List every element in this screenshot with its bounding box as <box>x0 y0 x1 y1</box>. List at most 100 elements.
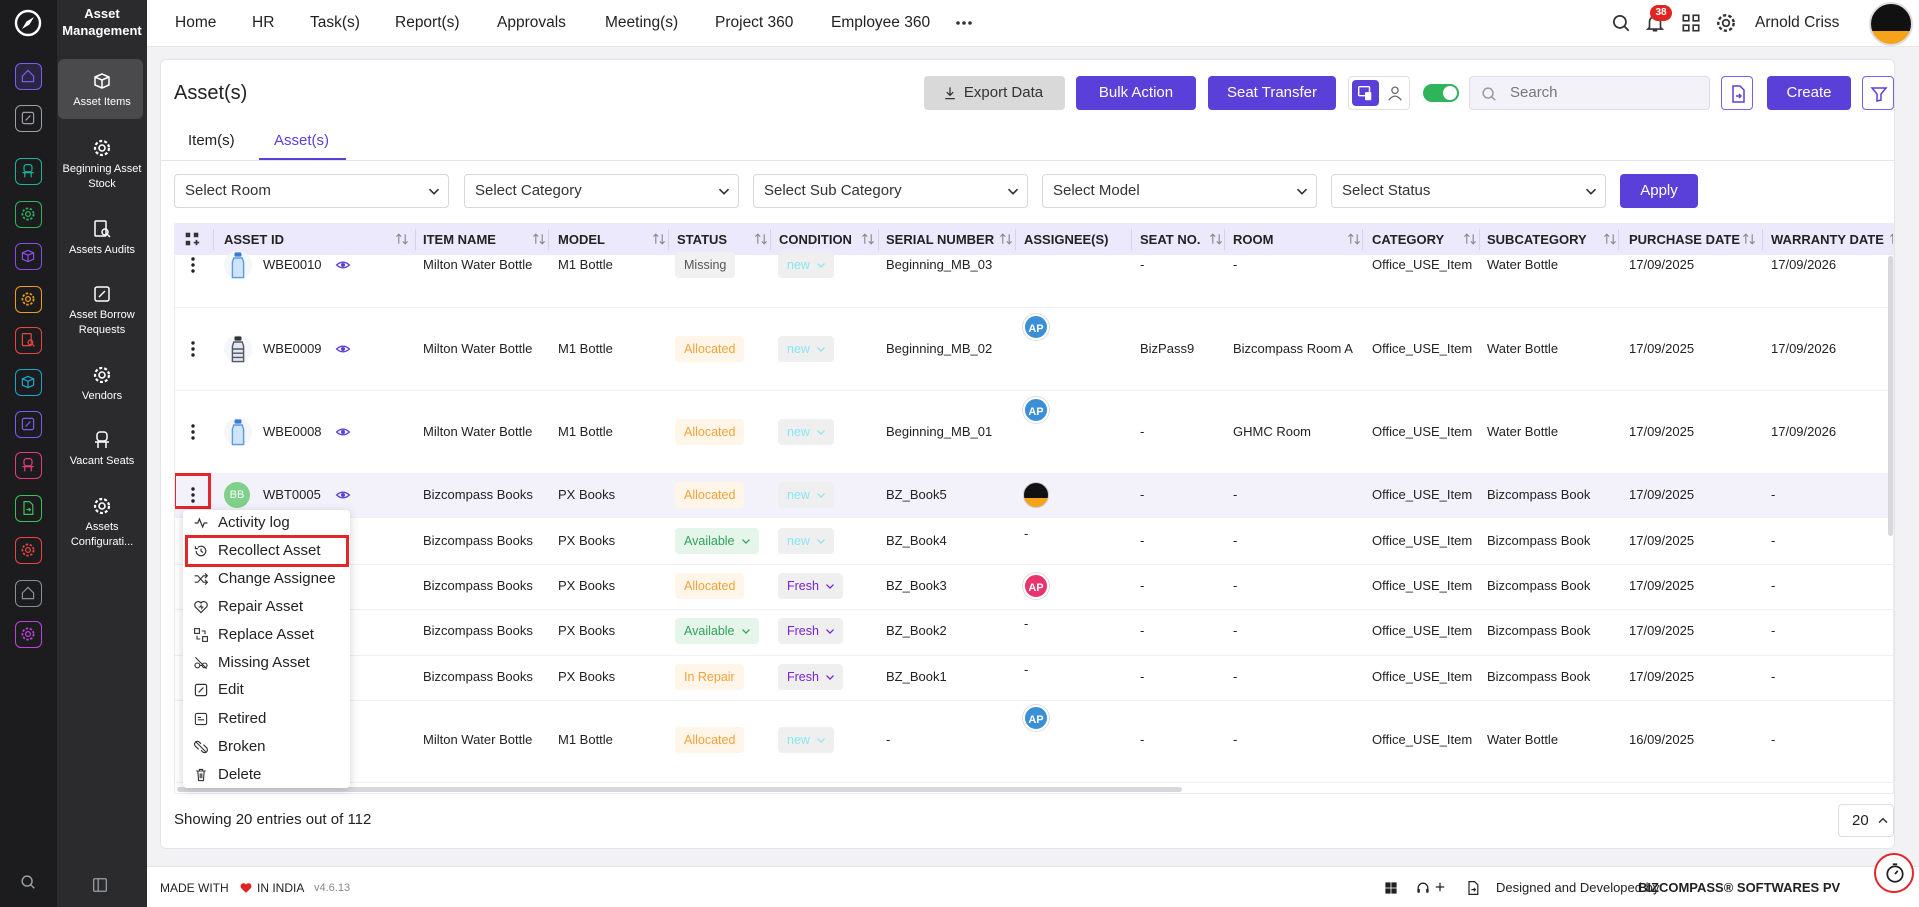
icon-shape <box>1585 188 1597 195</box>
menu-item[interactable]: Replace Asset <box>218 626 314 643</box>
module-icon[interactable] <box>15 63 42 90</box>
column-header[interactable]: STATUS <box>677 232 728 247</box>
filter-button[interactable] <box>1862 76 1894 110</box>
tab[interactable]: Asset(s) <box>274 132 330 149</box>
module-icon[interactable] <box>15 105 42 132</box>
badge[interactable]: Available <box>675 618 759 644</box>
seat-transfer-button[interactable]: Seat Transfer <box>1208 76 1336 110</box>
module-icon[interactable] <box>15 369 42 396</box>
icon-shape <box>396 233 408 245</box>
module-icon[interactable] <box>15 580 42 607</box>
icon-shape <box>93 139 111 157</box>
module-icon[interactable] <box>15 537 42 564</box>
column-header[interactable]: ROOM <box>1233 232 1274 247</box>
icon-shape <box>335 428 351 436</box>
nav-link[interactable]: Report(s) <box>395 14 460 31</box>
filter-select[interactable]: Select Room <box>174 174 449 208</box>
module-icon[interactable] <box>15 495 42 522</box>
module-icon[interactable] <box>15 411 42 438</box>
filter-select[interactable]: Select Category <box>464 174 739 208</box>
menu-item[interactable]: Broken <box>218 738 266 755</box>
module-icon[interactable] <box>15 286 42 313</box>
filter-select[interactable]: Select Model <box>1042 174 1317 208</box>
module-icon[interactable] <box>15 327 42 354</box>
filter-select[interactable]: Select Status <box>1331 174 1606 208</box>
export-button[interactable]: Export Data <box>924 76 1065 110</box>
icon-shape <box>194 683 208 697</box>
sidebar-item[interactable]: Vendors <box>81 390 123 402</box>
menu-item[interactable]: Edit <box>218 681 244 698</box>
nav-link[interactable]: Task(s) <box>310 14 360 31</box>
module-icon[interactable] <box>15 201 42 228</box>
column-header[interactable]: MODEL <box>558 232 605 247</box>
column-header[interactable]: SERIAL NUMBER <box>886 232 995 247</box>
switch[interactable] <box>1423 84 1459 102</box>
nav-link[interactable]: Home <box>175 14 217 31</box>
badge[interactable]: new <box>778 419 834 445</box>
menu-item[interactable]: Recollect Asset <box>218 542 321 559</box>
column-header[interactable]: PURCHASE DATE <box>1629 232 1740 247</box>
page-size-select[interactable]: 20 <box>1838 804 1894 837</box>
sidebar-item[interactable]: Asset Borrow Requests <box>69 309 135 336</box>
column-header[interactable]: ASSET ID <box>224 232 284 247</box>
apply-button[interactable]: Apply <box>1620 174 1698 208</box>
nav-link[interactable]: Project 360 <box>715 14 794 31</box>
create-button[interactable]: Create <box>1767 76 1851 110</box>
column-header[interactable]: CATEGORY <box>1372 232 1445 247</box>
badge[interactable]: new <box>778 252 834 278</box>
nav-link[interactable]: Approvals <box>497 14 566 31</box>
column-header[interactable]: CONDITION <box>779 232 852 247</box>
module-icon[interactable] <box>15 243 42 270</box>
search-box[interactable]: Search <box>1469 76 1710 110</box>
menu-item[interactable]: Change Assignee <box>218 570 336 587</box>
bulk-action-button[interactable]: Bulk Action <box>1076 76 1196 110</box>
badge[interactable]: Available <box>675 528 759 554</box>
user-name[interactable]: Arnold Criss <box>1755 14 1840 31</box>
badge[interactable]: new <box>778 528 834 554</box>
asset-id[interactable]: WBT0005 <box>263 487 321 502</box>
badge[interactable]: Fresh <box>778 618 843 644</box>
view-toggle[interactable] <box>1348 76 1410 110</box>
sidebar-item[interactable]: Assets Audits <box>68 244 136 256</box>
badge-label: Allocated <box>684 579 736 593</box>
icon-shape <box>26 507 32 512</box>
nav-link[interactable]: HR <box>252 14 275 31</box>
sidebar-icon <box>92 496 112 516</box>
sidebar-item[interactable]: Beginning Asset Stock <box>62 163 142 190</box>
menu-item[interactable]: Missing Asset <box>218 654 310 671</box>
asset-id[interactable]: WBE0008 <box>263 424 322 439</box>
sidebar-item[interactable]: Assets Configurati... <box>70 521 134 548</box>
icon-shape <box>826 584 834 589</box>
nav-link[interactable]: Meeting(s) <box>605 14 679 31</box>
column-header[interactable]: SEAT NO. <box>1140 232 1201 247</box>
menu-item[interactable]: Activity log <box>218 514 290 531</box>
badge[interactable]: new <box>778 482 834 508</box>
filter-select[interactable]: Select Sub Category <box>753 174 1028 208</box>
import-button[interactable] <box>1721 76 1753 110</box>
module-icon[interactable] <box>15 452 42 479</box>
company-name: BIZCOMPASS® SOFTWARES PV <box>1638 880 1841 895</box>
menu-item[interactable]: Delete <box>218 766 262 783</box>
user-avatar[interactable] <box>1869 2 1913 46</box>
timer-button[interactable] <box>1874 853 1914 893</box>
badge[interactable]: Fresh <box>778 664 843 690</box>
asset-id[interactable]: WBE0010 <box>263 257 322 272</box>
asset-id[interactable]: WBE0009 <box>263 341 322 356</box>
menu-item[interactable]: Repair Asset <box>218 598 304 615</box>
badge[interactable]: Fresh <box>778 573 843 599</box>
tab[interactable]: Item(s) <box>188 132 235 149</box>
cell-item-name: Bizcompass Books <box>423 533 533 548</box>
module-icon[interactable] <box>15 621 42 648</box>
column-header[interactable]: ASSIGNEE(S) <box>1024 232 1109 247</box>
badge[interactable]: new <box>778 336 834 362</box>
column-header[interactable]: SUBCATEGORY <box>1487 232 1587 247</box>
sidebar-item[interactable]: Vacant Seats <box>69 455 135 467</box>
module-icon[interactable] <box>15 158 42 185</box>
column-header[interactable]: WARRANTY DATE <box>1771 232 1884 247</box>
badge[interactable]: new <box>778 727 834 753</box>
highlight-box <box>185 535 349 567</box>
menu-item[interactable]: Retired <box>218 710 267 727</box>
column-header[interactable]: ITEM NAME <box>423 232 496 247</box>
nav-link[interactable]: Employee 360 <box>831 14 931 31</box>
sidebar-item[interactable]: Asset Items <box>73 96 131 108</box>
